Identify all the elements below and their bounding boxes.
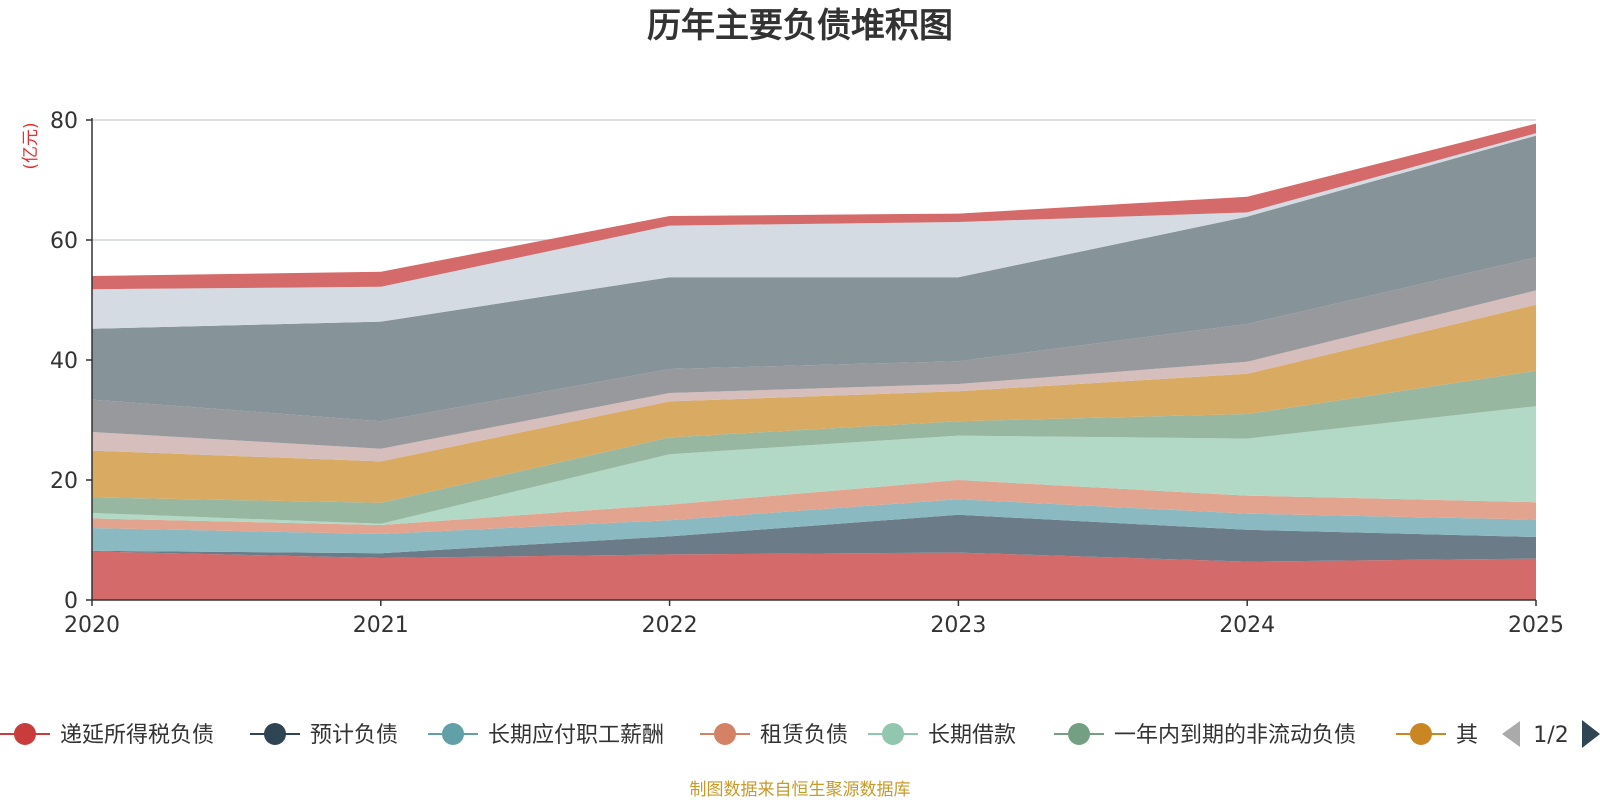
y-tick-label: 20 (50, 469, 78, 494)
x-tick-label: 2021 (353, 613, 409, 638)
axes: 2020 2021 2022 2023 2024 2025 (64, 118, 1564, 638)
area-series-5 (92, 370, 1536, 524)
legend-label: 长期借款 (928, 723, 1016, 748)
legend-item[interactable]: 递延所得税负债 (0, 723, 214, 748)
legend-label: 租赁负债 (760, 723, 848, 748)
area-series-8 (92, 257, 1536, 449)
legend-item[interactable]: 一年内到期的非流动负债 (1054, 723, 1356, 748)
area-series-9 (92, 135, 1536, 422)
legend-page-indicator: 1/2 (1533, 723, 1568, 748)
area-series-2 (92, 499, 1536, 554)
legend-circle-icon (714, 723, 736, 745)
legend-circle-icon (264, 723, 286, 745)
area-series-3 (92, 480, 1536, 534)
legend-label: 一年内到期的非流动负债 (1114, 723, 1356, 748)
source-note: 制图数据来自恒生聚源数据库 (690, 780, 911, 800)
legend-label: 其 (1456, 723, 1478, 748)
area-series-0 (92, 551, 1536, 600)
legend-circle-icon (1068, 723, 1090, 745)
legend-item[interactable]: 其 (1396, 723, 1478, 748)
legend-label: 预计负债 (310, 723, 398, 748)
area-series-7 (92, 290, 1536, 462)
legend-item[interactable]: 长期应付职工薪酬 (428, 723, 664, 748)
legend-circle-icon (882, 723, 904, 745)
area-series-6 (92, 304, 1536, 503)
legend-circle-icon (14, 723, 36, 745)
y-axis-unit: (亿元) (21, 122, 41, 169)
y-tick-label: 0 (64, 589, 78, 614)
area-series-4 (92, 406, 1536, 525)
x-tick-label: 2024 (1219, 613, 1275, 638)
chart-title: 历年主要负债堆积图 (647, 6, 953, 46)
y-tick-label: 40 (50, 349, 78, 374)
legend-next-page-icon[interactable] (1582, 720, 1600, 748)
x-tick-label: 2020 (64, 613, 120, 638)
legend-label: 递延所得税负债 (60, 723, 214, 748)
legend-circle-icon (442, 723, 464, 745)
area-series-11 (92, 123, 1536, 290)
x-tick-label: 2023 (930, 613, 986, 638)
legend-item[interactable]: 租赁负债 (700, 723, 848, 748)
legend-item[interactable]: 预计负债 (250, 723, 398, 748)
y-tick-label: 60 (50, 229, 78, 254)
x-tick-label: 2025 (1508, 613, 1564, 638)
area-series (92, 123, 1536, 600)
legend-label: 长期应付职工薪酬 (488, 723, 664, 748)
legend-prev-page-icon[interactable] (1502, 721, 1520, 747)
legend-item[interactable]: 长期借款 (868, 723, 1016, 748)
area-series-10 (92, 133, 1536, 329)
legend-circle-icon (1410, 723, 1432, 745)
legend: 递延所得税负债 预计负债 长期应付职工薪酬 租赁负债 长期借款 一年内到期的非流动负债 其 1… (0, 720, 1600, 748)
x-tick-label: 2022 (642, 613, 698, 638)
y-tick-label: 80 (50, 109, 78, 134)
area-series-1 (92, 514, 1536, 562)
